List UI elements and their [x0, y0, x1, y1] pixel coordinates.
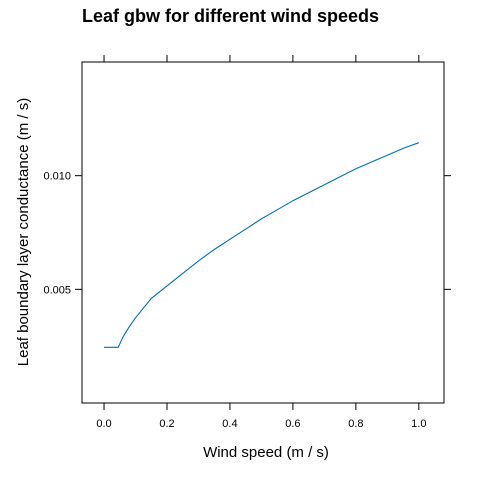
y-axis-ticks: 0.005 0.010 — [43, 171, 451, 296]
series-group — [104, 142, 419, 348]
x-tick-label: 1.0 — [411, 418, 426, 430]
series-line — [104, 142, 419, 348]
chart-title: Leaf gbw for different wind speeds — [82, 6, 379, 26]
x-tick-label: 0.4 — [222, 418, 237, 430]
x-axis-label: Wind speed (m / s) — [203, 444, 329, 461]
x-tick-label: 0.8 — [348, 418, 363, 430]
y-tick-label: 0.010 — [43, 171, 71, 183]
x-tick-label: 0.0 — [96, 418, 111, 430]
x-axis-ticks: 0.0 0.2 0.4 0.6 0.8 1.0 — [96, 55, 426, 430]
y-axis-label: Leaf boundary layer conductance (m / s) — [15, 98, 32, 366]
x-tick-label: 0.6 — [285, 418, 300, 430]
plot-frame — [81, 61, 445, 404]
x-tick-label: 0.2 — [159, 418, 174, 430]
y-tick-label: 0.005 — [43, 284, 71, 296]
